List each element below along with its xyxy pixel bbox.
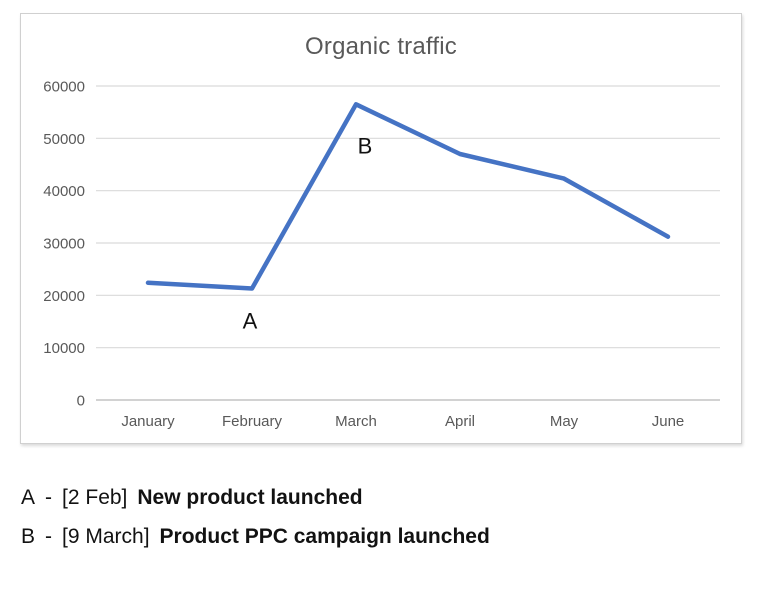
y-tick-label: 20000 <box>43 288 85 305</box>
x-tick-label: March <box>335 413 377 430</box>
annotation-legend: A - [2 Feb] New product launched B - [9 … <box>21 486 490 564</box>
chart-plot-area: 0 10000 20000 30000 40000 50000 60000 January Fe… <box>43 79 720 430</box>
y-tick-label: 60000 <box>43 79 85 96</box>
annotation-a-date: [2 Feb] <box>62 486 128 509</box>
y-tick-label: 50000 <box>43 131 85 148</box>
annotation-b-dash: - <box>45 525 53 548</box>
annotation-row-a: A - [2 Feb] New product launched <box>21 486 490 510</box>
y-tick-label: 40000 <box>43 183 85 200</box>
y-tick-label: 10000 <box>43 340 85 357</box>
x-tick-label: May <box>550 413 579 430</box>
x-tick-label: February <box>222 413 283 430</box>
chart-marker-B: B <box>358 133 373 158</box>
annotation-a-id: A <box>21 486 36 509</box>
annotation-b-id: B <box>21 525 36 548</box>
x-tick-label: April <box>445 413 475 430</box>
x-tick-label: January <box>121 413 175 430</box>
annotation-row-b: B - [9 March] Product PPC campaign launc… <box>21 525 490 549</box>
annotation-b-text: Product PPC campaign launched <box>159 525 490 548</box>
x-tick-label: June <box>652 413 685 430</box>
organic-traffic-chart: 0 10000 20000 30000 40000 50000 60000 January Fe… <box>20 13 742 444</box>
annotation-a-text: New product launched <box>137 486 363 509</box>
chart-marker-A: A <box>243 309 258 334</box>
organic-traffic-line <box>145 102 671 291</box>
annotation-b-date: [9 March] <box>62 525 150 548</box>
annotation-a-dash: - <box>45 486 53 509</box>
y-tick-label: 30000 <box>43 236 85 253</box>
y-tick-label: 0 <box>77 393 85 410</box>
